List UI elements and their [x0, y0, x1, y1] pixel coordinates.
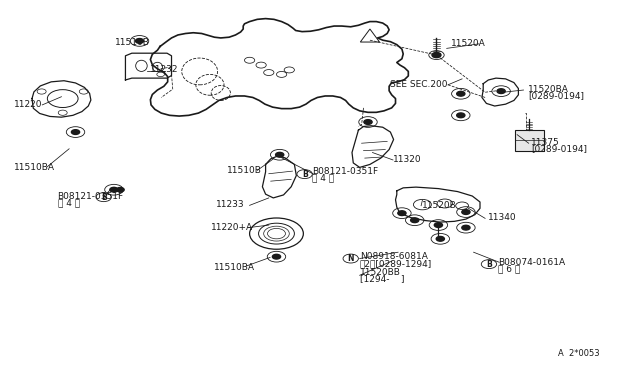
Text: 11520BB: 11520BB	[360, 268, 401, 277]
Circle shape	[462, 210, 470, 214]
Text: 。2〃[0289-1294]: 。2〃[0289-1294]	[360, 259, 432, 268]
Text: N: N	[348, 254, 354, 263]
Text: 〈 4 〉: 〈 4 〉	[312, 173, 335, 182]
Circle shape	[411, 218, 419, 222]
Circle shape	[110, 187, 118, 192]
Text: 11220: 11220	[14, 100, 43, 109]
Circle shape	[276, 153, 284, 157]
Text: 11232: 11232	[150, 65, 179, 74]
Text: 11520A: 11520A	[451, 39, 486, 48]
Text: 11233: 11233	[216, 200, 245, 209]
Text: B08121-0351F: B08121-0351F	[312, 167, 378, 176]
Circle shape	[72, 130, 79, 134]
Circle shape	[116, 187, 124, 192]
Circle shape	[432, 52, 441, 58]
Text: A  2*0053: A 2*0053	[558, 349, 600, 358]
Text: 11220+A: 11220+A	[211, 223, 253, 232]
Circle shape	[436, 237, 444, 241]
Circle shape	[457, 113, 465, 118]
Circle shape	[398, 211, 406, 215]
Text: 11375: 11375	[531, 138, 560, 147]
Circle shape	[435, 223, 442, 227]
Text: 11520BA: 11520BA	[528, 85, 569, 94]
Circle shape	[273, 254, 280, 259]
Circle shape	[364, 120, 372, 124]
Text: 11510BA: 11510BA	[214, 263, 255, 272]
Text: 11320: 11320	[393, 155, 422, 164]
Text: B: B	[101, 193, 106, 202]
Text: B08074-0161A: B08074-0161A	[498, 258, 565, 267]
Text: N08918-6081A: N08918-6081A	[360, 252, 428, 261]
Text: [0289-0194]: [0289-0194]	[531, 144, 588, 153]
Circle shape	[497, 89, 505, 93]
Text: 〈 4 〉: 〈 4 〉	[58, 199, 80, 208]
Circle shape	[462, 225, 470, 230]
Text: B08121-0351F: B08121-0351F	[58, 192, 124, 201]
Text: 〈 6 〉: 〈 6 〉	[498, 264, 520, 273]
Text: [1294-    ]: [1294- ]	[360, 275, 404, 283]
Circle shape	[136, 39, 143, 43]
Text: 11510B: 11510B	[227, 166, 262, 175]
FancyBboxPatch shape	[515, 130, 544, 151]
Text: 11520B: 11520B	[422, 201, 457, 210]
Circle shape	[457, 92, 465, 96]
Text: 11510BA: 11510BA	[14, 163, 55, 172]
Text: 11340: 11340	[488, 213, 516, 222]
Text: [0289-0194]: [0289-0194]	[528, 92, 584, 100]
Text: 11510B: 11510B	[115, 38, 150, 47]
Text: B: B	[302, 170, 307, 179]
Text: SEE SEC.200: SEE SEC.200	[390, 80, 448, 89]
Text: B: B	[486, 260, 492, 269]
